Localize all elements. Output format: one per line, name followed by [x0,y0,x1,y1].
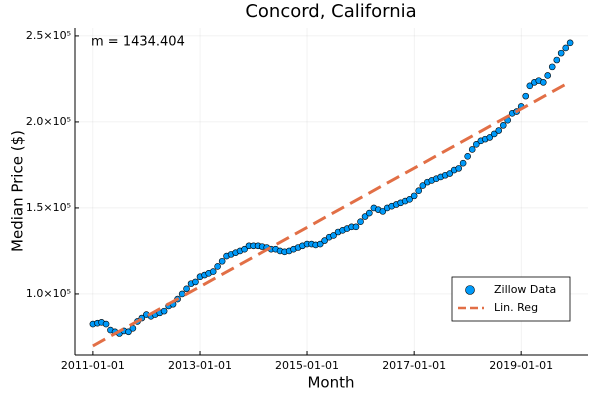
x-tick-label: 2019-01-01 [489,359,553,372]
data-point [486,134,494,141]
y-axis-label: Median Price ($) [9,130,27,252]
legend-label: Lin. Reg [494,301,538,314]
data-point [209,268,217,275]
data-point [160,307,168,315]
data-point [125,328,132,336]
data-point [415,187,423,195]
data-point [410,192,418,200]
y-tick-label: 2.0×10⁵ [26,115,71,128]
y-tick-label: 1.5×10⁵ [26,201,71,214]
y-tick-label: 1.0×10⁵ [26,287,71,300]
legend-label: Zillow Data [494,283,556,296]
data-point [406,196,413,203]
y-tick-label: 2.5×10⁵ [26,29,71,42]
data-point [316,240,324,248]
data-point [548,63,556,71]
data-point [490,130,498,138]
data-point [464,153,471,160]
x-tick-label: 2015-01-01 [275,359,339,372]
data-point [321,237,328,244]
chart-title: Concord, California [245,1,416,22]
data-point [183,285,190,293]
x-tick-label: 2017-01-01 [382,359,446,372]
data-point [557,49,565,57]
data-point [544,72,551,79]
data-point [218,257,226,265]
legend-marker [465,285,475,295]
data-point [495,127,503,134]
annotation: m = 1434.404 [91,35,185,50]
data-point [459,159,467,167]
x-tick-label: 2013-01-01 [168,359,232,372]
data-point [241,245,248,253]
data-point [473,140,480,148]
data-point [102,320,110,328]
data-point [214,263,221,270]
data-point [352,223,360,231]
data-point [553,56,561,64]
data-point [357,218,364,225]
data-point [522,92,530,100]
data-point [562,44,570,52]
data-point [330,232,337,239]
legend-box [451,276,571,322]
data-point [468,146,476,153]
data-point [361,213,369,220]
data-point [446,170,454,177]
data-point [499,122,507,129]
data-point [419,182,427,189]
data-point [379,208,387,215]
data-point [366,209,373,217]
x-tick-label: 2011-01-01 [61,359,125,372]
data-point [455,165,463,172]
data-point [192,278,199,286]
data-point [526,82,534,90]
regression-line [92,80,571,348]
data-point [566,39,574,47]
data-point [539,79,547,86]
x-axis-label: Month [307,374,354,392]
